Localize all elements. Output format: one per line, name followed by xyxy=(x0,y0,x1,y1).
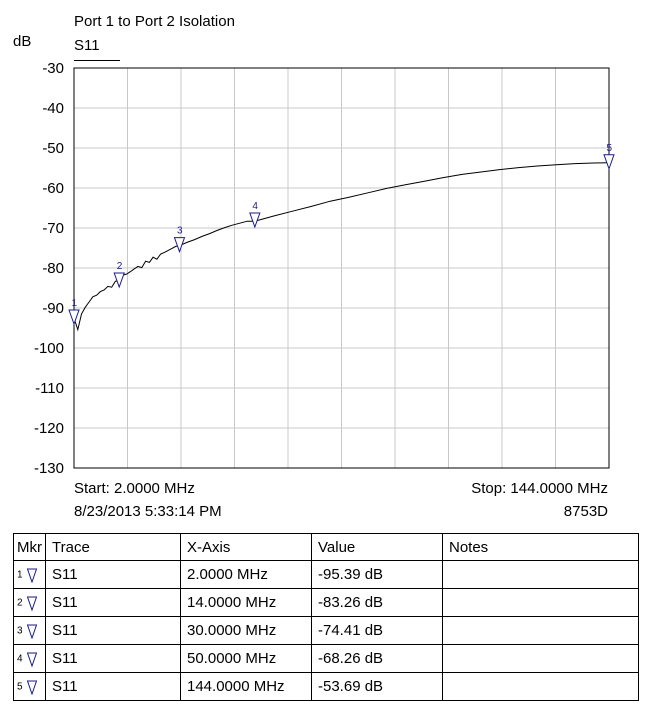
header-notes: Notes xyxy=(442,533,639,561)
cell-value: -68.26 dB xyxy=(311,644,443,673)
y-tick-label: -30 xyxy=(42,60,64,77)
marker-number: 2 xyxy=(17,597,23,609)
table-row: 1 S11 2.0000 MHz -95.39 dB xyxy=(13,560,639,589)
table-row: 3 S11 30.0000 MHz -74.41 dB xyxy=(13,616,639,645)
cell-notes xyxy=(442,560,639,589)
trace-marker-4: 4 xyxy=(249,201,261,229)
marker-number: 1 xyxy=(17,569,23,581)
marker-number-label: 1 xyxy=(72,298,78,309)
marker-number: 3 xyxy=(17,625,23,637)
table-row: 4 S11 50.0000 MHz -68.26 dB xyxy=(13,644,639,673)
cell-x-axis: 14.0000 MHz xyxy=(180,588,312,617)
trace-markers: 1 2 3 4 5 xyxy=(68,143,615,326)
grid-lines xyxy=(74,68,609,468)
marker-table-header: Mkr Trace X-Axis Value Notes xyxy=(13,533,639,561)
marker-triangle-icon xyxy=(26,680,37,695)
cell-trace: S11 xyxy=(45,616,181,645)
marker-triangle-icon xyxy=(68,309,80,326)
trace-marker-5: 5 xyxy=(603,143,615,171)
y-tick-label: -70 xyxy=(42,220,64,237)
y-tick-label: -90 xyxy=(42,300,64,317)
marker-triangle-icon xyxy=(26,624,37,639)
y-tick-label: -50 xyxy=(42,140,64,157)
cell-trace: S11 xyxy=(45,672,181,701)
marker-number: 5 xyxy=(17,681,23,693)
cell-mkr: 3 xyxy=(13,616,46,645)
cell-value: -83.26 dB xyxy=(311,588,443,617)
start-frequency-label: Start: 2.0000 MHz xyxy=(74,480,195,497)
marker-triangle-icon xyxy=(26,568,37,583)
y-tick-labels: -30 -40 -50 -60 -70 -80 -90 -100 -110 -120 -130 xyxy=(34,60,64,477)
y-tick-label: -60 xyxy=(42,180,64,197)
cell-trace: S11 xyxy=(45,588,181,617)
marker-triangle-icon xyxy=(26,652,37,667)
marker-triangle-icon xyxy=(26,596,37,611)
marker-number-label: 3 xyxy=(177,226,183,237)
header-mkr: Mkr xyxy=(13,533,46,561)
legend-underline xyxy=(74,60,120,61)
marker-triangle-icon xyxy=(113,272,125,289)
marker-triangle-icon xyxy=(173,237,186,254)
marker-table: Mkr Trace X-Axis Value Notes 1 S11 2.0000 … xyxy=(13,533,639,701)
cell-value: -74.41 dB xyxy=(311,616,443,645)
series-lines xyxy=(73,162,610,332)
series-line-s11 xyxy=(73,162,610,332)
table-row: 5 S11 144.0000 MHz -53.69 dB xyxy=(13,672,639,701)
y-tick-label: -130 xyxy=(34,460,64,477)
y-tick-label: -110 xyxy=(35,380,64,397)
cell-notes xyxy=(442,644,639,673)
marker-number-label: 2 xyxy=(117,261,123,272)
cell-x-axis: 144.0000 MHz xyxy=(180,672,312,701)
y-tick-label: -40 xyxy=(42,100,64,117)
marker-number-label: 5 xyxy=(607,143,613,154)
cell-value: -53.69 dB xyxy=(311,672,443,701)
trace-marker-2: 2 xyxy=(113,261,125,289)
cell-notes xyxy=(442,588,639,617)
instrument-label: 8753D xyxy=(563,503,608,520)
cell-mkr: 4 xyxy=(13,644,46,673)
trace-legend: S11 xyxy=(74,37,100,54)
trace-marker-3: 3 xyxy=(173,226,186,254)
cell-mkr: 2 xyxy=(13,588,46,617)
cell-x-axis: 30.0000 MHz xyxy=(180,616,312,645)
cell-x-axis: 50.0000 MHz xyxy=(180,644,312,673)
header-value: Value xyxy=(311,533,443,561)
y-axis-unit: dB xyxy=(13,33,32,50)
cell-x-axis: 2.0000 MHz xyxy=(180,560,312,589)
cell-mkr: 1 xyxy=(13,560,46,589)
table-row: 2 S11 14.0000 MHz -83.26 dB xyxy=(13,588,639,617)
header-x-axis: X-Axis xyxy=(180,533,312,561)
plot-frame xyxy=(73,67,610,469)
y-tick-label: -80 xyxy=(42,260,64,277)
timestamp-label: 8/23/2013 5:33:14 PM xyxy=(74,503,222,520)
y-tick-label: -120 xyxy=(34,420,64,437)
y-tick-label: -100 xyxy=(34,340,64,357)
marker-number-label: 4 xyxy=(252,201,258,212)
chart-title: Port 1 to Port 2 Isolation xyxy=(74,13,235,30)
cell-notes xyxy=(442,672,639,701)
marker-triangle-icon xyxy=(249,212,261,229)
trace-marker-1: 1 xyxy=(68,298,80,326)
marker-number: 4 xyxy=(17,653,23,665)
cell-notes xyxy=(442,616,639,645)
stop-frequency-label: Stop: 144.0000 MHz xyxy=(471,480,608,497)
cell-value: -95.39 dB xyxy=(311,560,443,589)
cell-mkr: 5 xyxy=(13,672,46,701)
cell-trace: S11 xyxy=(45,644,181,673)
cell-trace: S11 xyxy=(45,560,181,589)
header-trace: Trace xyxy=(45,533,181,561)
marker-triangle-icon xyxy=(603,154,615,171)
